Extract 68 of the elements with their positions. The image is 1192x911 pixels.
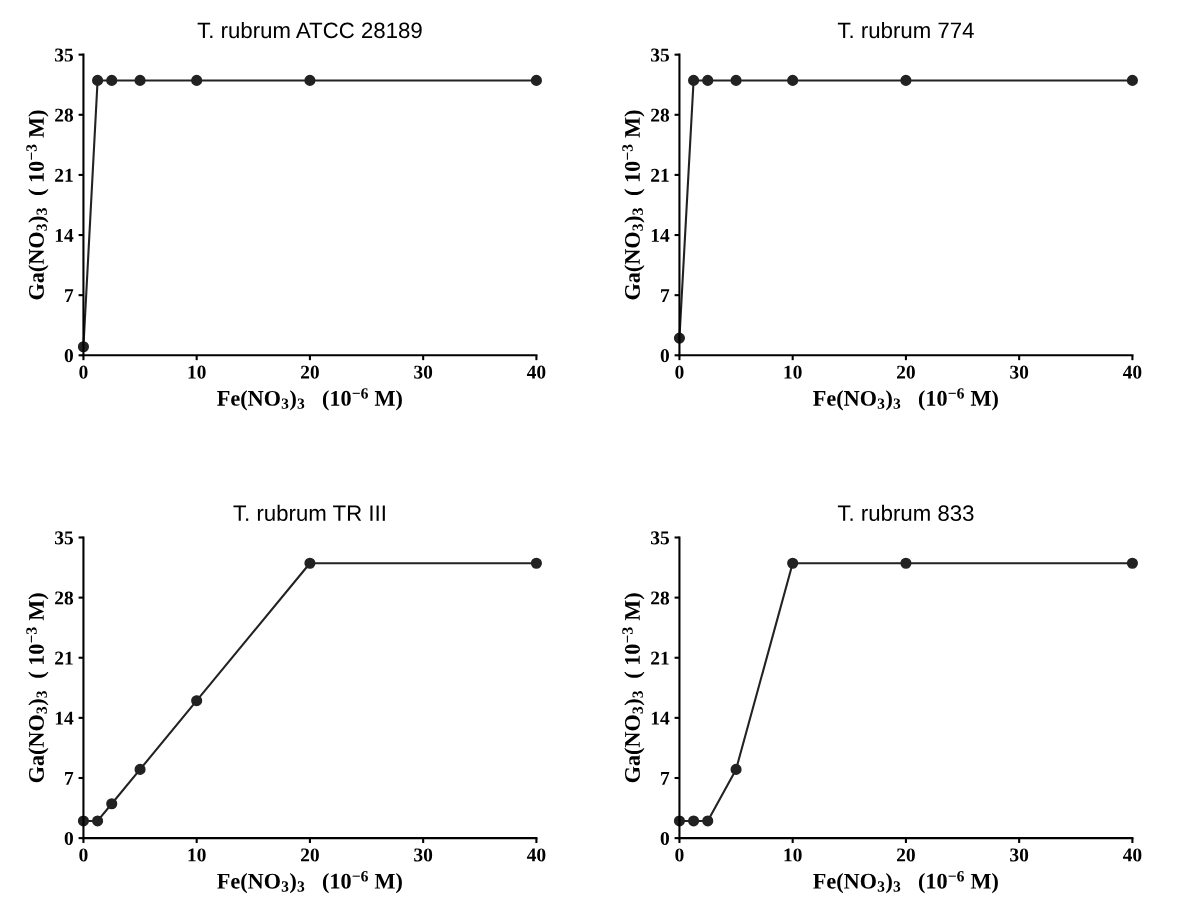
y-tick-label: 0: [660, 831, 669, 846]
y-tick-label: 21: [55, 651, 73, 665]
y-tick-label: 35: [651, 531, 670, 545]
x-tick-label: 10: [784, 365, 802, 379]
y-tick-label: 14: [651, 228, 670, 242]
point: [106, 798, 118, 810]
text: Fe(NO$_{3}$)$_{3}$ (10$^{−6}$ M): [813, 388, 998, 411]
y-tick-label: 21: [651, 651, 669, 665]
point: [900, 557, 912, 569]
x-tick-label: 30: [414, 848, 433, 862]
y-axis-title: Ga(NO$_{3}$)$_{3}$ ( 10$^{−3}$ M): [622, 110, 645, 300]
point: [191, 695, 203, 707]
x-tick-label: 30: [1010, 848, 1029, 862]
y-tick-label: 35: [651, 48, 670, 62]
y-tick-label: 0: [64, 349, 73, 363]
y-tick-label: 28: [55, 591, 74, 605]
y-tick-label: 21: [55, 168, 73, 182]
y-tick-label: 21: [651, 168, 669, 182]
x-tick-label: 40: [526, 365, 546, 379]
x-tick-label: 30: [1010, 365, 1029, 379]
y-tick-label: 14: [651, 711, 670, 725]
y-tick-label: 7: [661, 289, 670, 302]
text: Fe(NO$_{3}$)$_{3}$ (10$^{−6}$ M): [217, 388, 402, 411]
y-tick-label: 7: [661, 772, 670, 785]
point: [702, 815, 714, 827]
text: Fe(NO$_{3}$)$_{3}$ (10$^{−6}$ M): [813, 871, 998, 894]
x-tick-label: 0: [675, 365, 684, 379]
y-tick-label: 7: [65, 772, 74, 785]
x-tick-label: 40: [526, 848, 546, 862]
y-tick-label: 28: [651, 591, 670, 605]
y-tick-label: 35: [55, 48, 74, 62]
x-tick-label: 0: [79, 848, 88, 862]
point: [730, 763, 742, 775]
y-tick-label: 28: [55, 108, 74, 122]
y-axis-title: Ga(NO$_{3}$)$_{3}$ ( 10$^{−3}$ M): [26, 593, 49, 783]
chart-title: T. rubrum ATCC 28189: [197, 21, 422, 39]
y-axis-title: Ga(NO$_{3}$)$_{3}$ ( 10$^{−3}$ M): [26, 110, 49, 300]
x-tick-label: 20: [897, 365, 915, 379]
y-tick-label: 28: [651, 108, 670, 122]
point: [1126, 557, 1138, 569]
y-tick-label: 14: [55, 228, 74, 242]
x-tick-label: 10: [188, 365, 206, 379]
text: Fe(NO$_{3}$)$_{3}$ (10$^{−6}$ M): [217, 871, 402, 894]
x-tick-label: 40: [1122, 365, 1142, 379]
chart-title: T. rubrum 833: [837, 504, 974, 522]
point: [92, 815, 104, 827]
y-tick-label: 14: [55, 711, 74, 725]
point: [304, 557, 316, 569]
x-tick-label: 20: [897, 848, 915, 862]
point: [530, 557, 542, 569]
y-tick-label: 0: [64, 831, 73, 846]
y-axis-title: Ga(NO$_{3}$)$_{3}$ ( 10$^{−3}$ M): [622, 593, 645, 783]
chart-title: T. rubrum 774: [837, 21, 974, 39]
y-tick-label: 7: [65, 289, 74, 302]
point: [688, 815, 700, 827]
x-tick-label: 0: [79, 365, 88, 379]
x-tick-label: 10: [784, 848, 802, 862]
y-tick-label: 0: [660, 349, 669, 363]
x-tick-label: 20: [301, 365, 319, 379]
point: [134, 763, 146, 775]
x-tick-label: 30: [414, 365, 433, 379]
chart-title: T. rubrum TR III: [233, 504, 385, 522]
x-tick-label: 20: [301, 848, 319, 862]
x-tick-label: 40: [1122, 848, 1142, 862]
x-tick-label: 10: [188, 848, 206, 862]
point: [787, 557, 799, 569]
x-tick-label: 0: [675, 848, 684, 862]
y-tick-label: 35: [55, 531, 74, 545]
